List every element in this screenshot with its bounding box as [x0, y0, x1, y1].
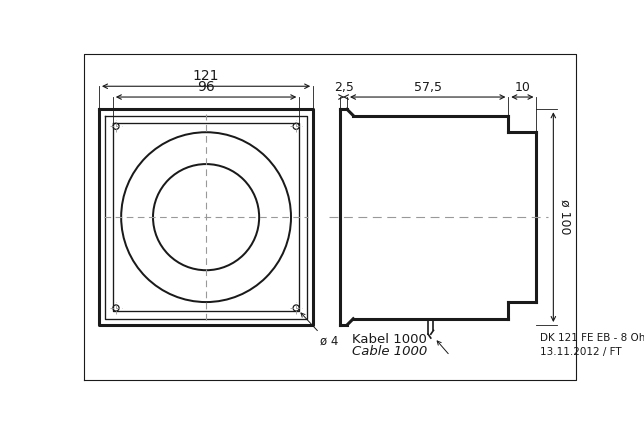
Text: ø 100: ø 100 [558, 200, 571, 235]
Text: ø 4: ø 4 [320, 335, 338, 348]
Text: 96: 96 [197, 80, 215, 94]
Text: 2,5: 2,5 [334, 81, 354, 94]
Text: 121: 121 [193, 69, 220, 83]
Text: 10: 10 [515, 81, 530, 94]
Text: Kabel 1000: Kabel 1000 [352, 333, 426, 346]
Text: Cable 1000: Cable 1000 [352, 345, 427, 358]
Text: DK 121 FE EB - 8 Ohm
13.11.2012 / FT: DK 121 FE EB - 8 Ohm 13.11.2012 / FT [540, 333, 644, 357]
Text: 57,5: 57,5 [413, 81, 442, 94]
